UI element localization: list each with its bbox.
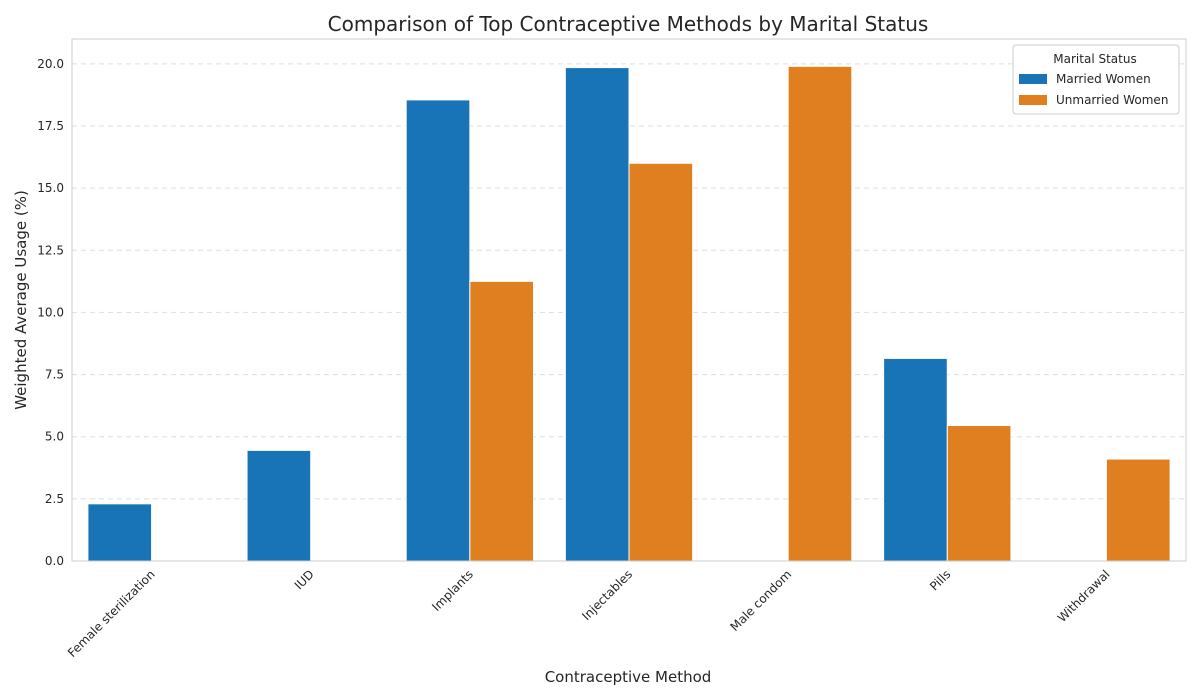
bar-married-iud (246, 449, 312, 562)
legend-swatch-married (1019, 74, 1047, 84)
chart-title: Comparison of Top Contraceptive Methods … (328, 12, 929, 36)
bar-married-female-sterilization (87, 503, 153, 562)
bar-married-injectables (564, 67, 630, 562)
legend-box (1012, 44, 1180, 115)
legend-swatch-unmarried (1019, 95, 1047, 105)
bar-unmarried-pills (946, 425, 1012, 562)
y-tick-label: 17.5 (37, 119, 64, 133)
bar-married-implants (405, 99, 471, 562)
y-axis-label: Weighted Average Usage (%) (12, 190, 30, 410)
y-tick-label: 20.0 (37, 57, 64, 71)
x-axis-label: Contraceptive Method (545, 668, 712, 686)
legend-title: Marital Status (1053, 52, 1136, 66)
legend-label-married: Married Women (1056, 72, 1151, 86)
legend: Marital Status Married Women Unmarried W… (1012, 44, 1180, 115)
y-tick-label: 2.5 (45, 492, 64, 506)
bar-unmarried-withdrawal (1105, 458, 1171, 562)
y-tick-label: 15.0 (37, 181, 64, 195)
bar-unmarried-implants (469, 280, 535, 562)
y-tick-label: 5.0 (45, 430, 64, 444)
bars (87, 65, 1171, 562)
bar-unmarried-male-condom (787, 65, 853, 562)
y-tick-label: 7.5 (45, 368, 64, 382)
y-tick-label: 12.5 (37, 243, 64, 257)
plot-frame (71, 38, 1187, 562)
legend-label-unmarried: Unmarried Women (1056, 93, 1168, 107)
bar-married-pills (883, 357, 948, 562)
y-tick-labels: 0.0 2.5 5.0 7.5 10.0 12.5 15.0 17.5 20.0 (37, 57, 64, 568)
y-tick-label: 10.0 (37, 305, 64, 319)
y-tick-label: 0.0 (45, 554, 64, 568)
bar-unmarried-injectables (628, 162, 694, 562)
